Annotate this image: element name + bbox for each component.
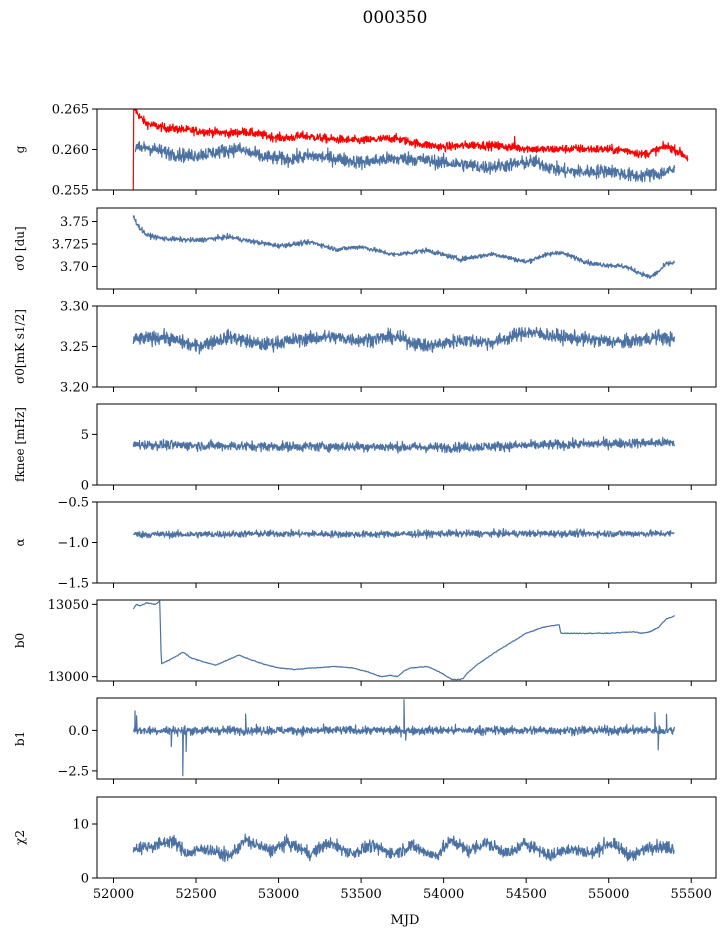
y-tick-label-fknee: 0 (81, 479, 89, 494)
panel-sigma0_mk: 3.20 3.25 3.30 σ0[mK s1/2] (13, 300, 717, 396)
x-axis-label: MJD (391, 913, 420, 928)
series-line-sigma0_mk-0 (132, 326, 675, 355)
y-axis-label-b0: b0 (13, 633, 27, 648)
figure-title: 000350 (363, 8, 428, 28)
y-axis-label-chi2: χ2 (13, 830, 27, 845)
series-line-chi2-0 (132, 833, 675, 863)
y-tick-label-chi2: 0 (81, 872, 89, 887)
axes-frame-chi2 (96, 796, 717, 879)
x-tick-label: 52500 (175, 887, 216, 902)
y-tick-label-sigma0_mk: 3.30 (60, 300, 89, 315)
axes-frame-b0 (96, 599, 717, 682)
y-axis-label-alpha: α (13, 538, 27, 546)
series-line-g-0 (132, 109, 689, 190)
y-tick-label-sigma0_du: 3.75 (60, 215, 89, 230)
y-tick-label-sigma0_du: 3.70 (60, 260, 89, 275)
x-tick-label: 53000 (258, 887, 299, 902)
x-tick-label: 54500 (505, 887, 546, 902)
x-tick-label: 52000 (93, 887, 134, 902)
axes-frame-fknee (96, 403, 717, 486)
y-tick-label-g: 0.255 (52, 184, 89, 199)
panel-b0: 13000 13050 b0 (13, 598, 717, 686)
y-tick-label-sigma0_mk: 3.25 (60, 340, 89, 355)
panels: 0.255 0.260 0.265 g 3.70 3.725 3.75 σ0 [du] 3.20… (13, 103, 717, 902)
y-axis-label-b1: b1 (13, 731, 27, 746)
y-tick-label-sigma0_mk: 3.20 (60, 381, 89, 396)
y-tick-label-fknee: 5 (81, 428, 89, 443)
y-axis-label-sigma0_mk: σ0[mK s1/2] (13, 309, 27, 384)
x-tick-label: 55500 (671, 887, 712, 902)
panel-alpha: −1.5 −1.0 −0.5 α (13, 496, 717, 592)
axes-frame-alpha (96, 501, 717, 584)
y-tick-label-chi2: 10 (72, 818, 89, 833)
y-tick-label-b0: 13000 (48, 670, 89, 685)
panel-fknee: 0 5 fknee [mHz] (13, 403, 717, 494)
x-tick-label: 54000 (423, 887, 464, 902)
y-tick-label-b0: 13050 (48, 598, 89, 613)
y-tick-label-alpha: −1.5 (57, 577, 89, 592)
y-axis-label-fknee: fknee [mHz] (13, 407, 27, 482)
panel-g: 0.255 0.260 0.265 g (13, 103, 717, 199)
series-line-alpha-0 (132, 528, 675, 540)
x-tick-label: 53500 (340, 887, 381, 902)
axes-frame-b1 (96, 697, 717, 780)
y-tick-label-b1: 0.0 (68, 724, 89, 739)
series-line-b1-0 (132, 699, 675, 777)
axes-frame-sigma0_du (96, 207, 717, 290)
y-tick-label-g: 0.260 (52, 143, 89, 158)
x-tick-label: 55000 (588, 887, 629, 902)
y-axis-label-g: g (13, 145, 27, 153)
series-line-fknee-0 (132, 436, 675, 454)
y-tick-label-b1: −2.5 (57, 764, 89, 779)
series-line-b0-0 (132, 600, 675, 681)
y-tick-label-alpha: −1.0 (57, 536, 89, 551)
y-tick-label-sigma0_du: 3.725 (52, 238, 89, 253)
series-line-sigma0_du-0 (132, 215, 675, 279)
panel-chi2: 0 10 52000 52500 53000 53500 54000 54500 55000 55… (13, 796, 717, 902)
panel-b1: −2.5 0.0 b1 (13, 697, 717, 784)
y-axis-label-sigma0_du: σ0 [du] (13, 226, 27, 270)
y-tick-label-alpha: −0.5 (57, 496, 89, 511)
panel-sigma0_du: 3.70 3.725 3.75 σ0 [du] (13, 207, 717, 294)
series-line-g-1 (134, 141, 676, 183)
y-tick-label-g: 0.265 (52, 103, 89, 118)
